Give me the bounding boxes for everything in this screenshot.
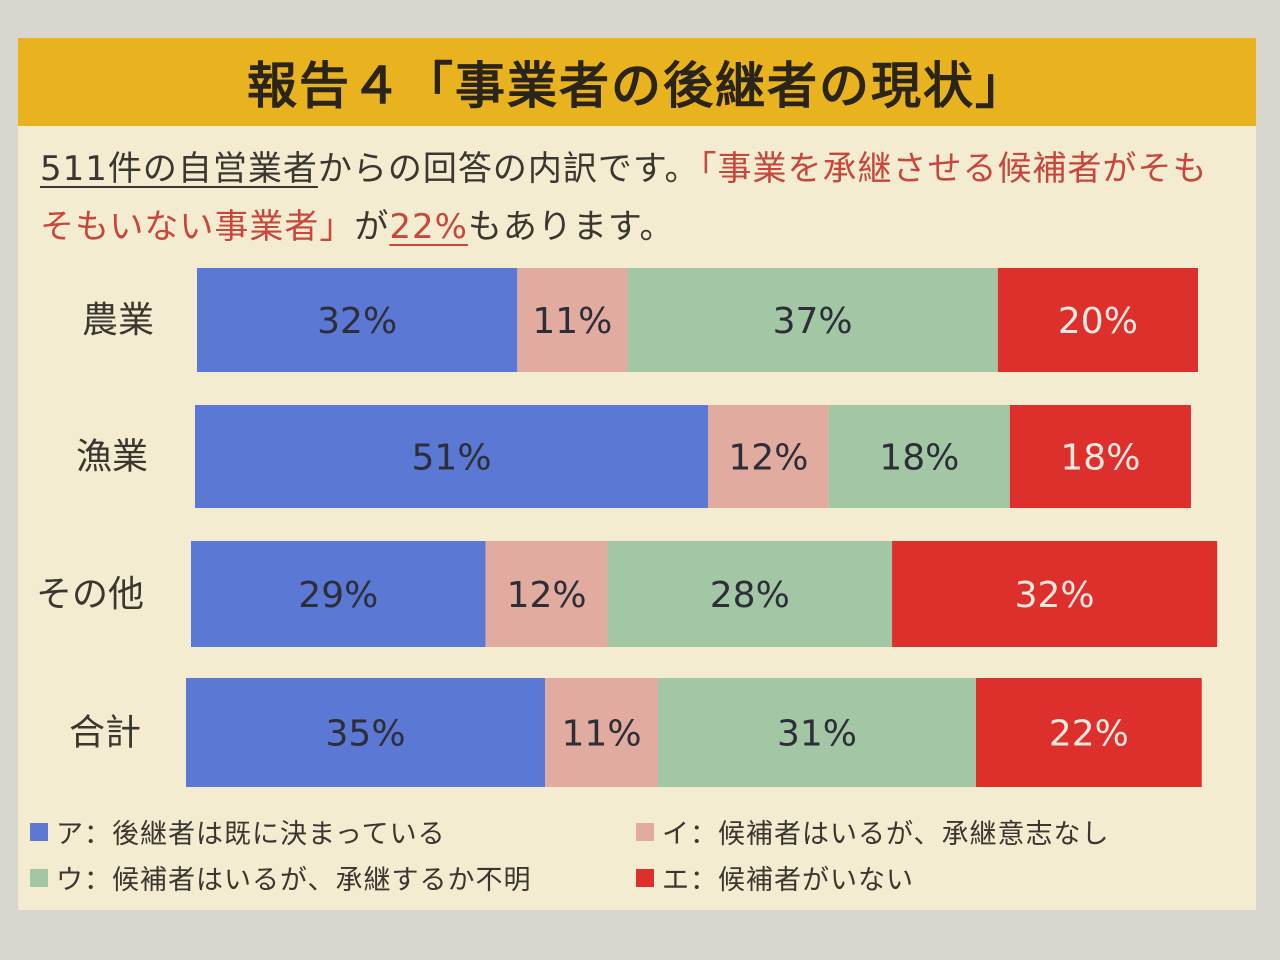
data-label: 12% — [728, 438, 808, 479]
intro-ga: が — [354, 207, 390, 247]
legend-swatch — [30, 822, 48, 841]
category-label: 合計 — [69, 713, 141, 754]
data-label: 11% — [532, 301, 612, 342]
bar-segment — [517, 268, 628, 372]
intro-text: 511件の自営業者からの回答の内訳です。「事業を承継させる候補者がそもそもいない… — [40, 140, 1240, 256]
bar-segment — [657, 678, 977, 787]
slide-content: 報告４「事業者の後継者の現状」 511件の自営業者からの回答の内訳です。「事業を… — [18, 38, 1256, 910]
bar-segment — [708, 405, 829, 508]
bar-segment — [997, 268, 1198, 372]
bar-segment — [191, 541, 486, 647]
data-label: 31% — [777, 714, 857, 755]
bar-segment — [976, 678, 1202, 787]
category-label: その他 — [36, 574, 144, 615]
bar-segment — [1009, 405, 1191, 508]
bar-segment — [186, 678, 546, 787]
legend-label: エ：候補者がいない — [662, 865, 914, 896]
legend-swatch — [636, 868, 654, 887]
data-label: 37% — [773, 301, 853, 342]
data-label: 20% — [1058, 301, 1138, 342]
slide-title: 報告４「事業者の後継者の現状」 — [247, 57, 1027, 115]
legend-label: ウ：候補者はいるが、承継するか不明 — [56, 865, 532, 896]
intro-highlight: 「事業を承継させる候補者がそもそもいない事業者」 — [40, 149, 1208, 247]
data-label: 18% — [1060, 438, 1140, 479]
bar-segment — [828, 405, 1010, 508]
bar-segment — [485, 541, 608, 647]
legend-label: ア：後継者は既に決まっている — [56, 819, 446, 850]
data-label: 12% — [507, 575, 587, 616]
bar-segment — [607, 541, 893, 647]
legend-item: エ：候補者がいない — [636, 858, 914, 897]
intro-percent: 22% — [389, 207, 468, 247]
bar-segment — [627, 268, 998, 372]
category-label: 漁業 — [76, 437, 148, 478]
bar-segment — [197, 268, 518, 372]
bar-segment — [892, 541, 1218, 647]
data-label: 29% — [298, 575, 378, 616]
category-label: 農業 — [82, 300, 154, 341]
bar-segment — [195, 405, 709, 508]
intro-end: もあります。 — [467, 207, 675, 247]
legend-swatch — [30, 868, 48, 887]
title-bar — [18, 38, 1256, 126]
legend-swatch — [636, 822, 654, 841]
legend-label: イ：候補者はいるが、承継意志なし — [662, 819, 1110, 850]
data-label: 18% — [879, 438, 959, 479]
data-label: 51% — [412, 438, 492, 479]
data-label: 28% — [710, 575, 790, 616]
data-label: 32% — [1015, 575, 1095, 616]
legend-item: ウ：候補者はいるが、承継するか不明 — [30, 858, 531, 897]
bar-segment — [545, 678, 658, 787]
legend-item: ア：後継者は既に決まっている — [30, 812, 446, 851]
intro-breakdown: からの回答の内訳です。 — [317, 149, 700, 189]
data-label: 32% — [317, 301, 397, 342]
data-label: 35% — [326, 714, 406, 755]
intro-respondents: 511件の自営業者 — [40, 149, 318, 189]
data-label: 22% — [1049, 714, 1129, 755]
data-label: 11% — [562, 714, 642, 755]
legend-item: イ：候補者はいるが、承継意志なし — [636, 812, 1109, 851]
